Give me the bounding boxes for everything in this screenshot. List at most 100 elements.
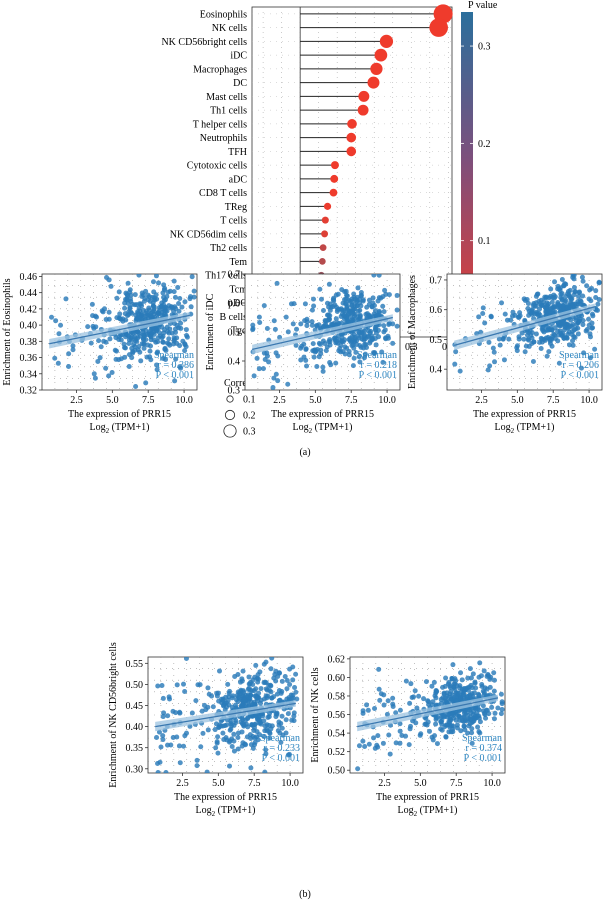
- data-point: [213, 721, 219, 727]
- data-point: [100, 309, 106, 315]
- data-point: [97, 355, 103, 361]
- data-point: [291, 301, 297, 307]
- data-point: [567, 305, 573, 311]
- data-point: [496, 336, 502, 342]
- data-point: [227, 688, 233, 694]
- x-axis-label-log: Log: [196, 805, 212, 816]
- data-point: [141, 345, 147, 351]
- data-point: [342, 308, 348, 314]
- data-point: [176, 301, 182, 307]
- data-point: [266, 722, 272, 728]
- data-point: [327, 359, 333, 365]
- data-point: [387, 751, 393, 757]
- data-point: [63, 296, 69, 302]
- data-point: [462, 727, 468, 733]
- category-label: TReg: [225, 202, 247, 213]
- data-point: [108, 283, 114, 289]
- data-point: [326, 304, 332, 310]
- y-tick-label: 0.38: [20, 337, 38, 348]
- data-point: [135, 329, 141, 335]
- data-point: [233, 720, 239, 726]
- data-point: [309, 307, 315, 313]
- data-point: [70, 343, 76, 349]
- data-point: [275, 728, 281, 734]
- data-point: [183, 327, 189, 333]
- data-point: [89, 301, 95, 307]
- data-point: [333, 292, 339, 298]
- data-point: [253, 686, 259, 692]
- data-point: [371, 274, 377, 278]
- data-point: [492, 677, 498, 683]
- data-point: [552, 279, 558, 285]
- data-point: [311, 354, 317, 360]
- data-point: [240, 717, 246, 723]
- data-point: [571, 292, 577, 298]
- data-point: [260, 366, 266, 372]
- data-point: [357, 312, 363, 318]
- data-point: [514, 348, 520, 354]
- data-point: [130, 330, 136, 336]
- x-axis-label: The expression of PRR15: [271, 409, 374, 420]
- data-point: [411, 694, 417, 700]
- data-point: [173, 356, 179, 362]
- data-point: [576, 294, 582, 300]
- data-point: [461, 692, 467, 698]
- data-point: [471, 715, 477, 721]
- data-point: [261, 733, 267, 739]
- data-point: [279, 713, 285, 719]
- data-point: [433, 721, 439, 727]
- data-point: [291, 713, 297, 719]
- data-point: [231, 748, 237, 754]
- data-point: [269, 657, 275, 661]
- category-label: pDC: [228, 298, 247, 309]
- data-point: [453, 349, 459, 355]
- data-point: [148, 343, 154, 349]
- data-point: [576, 290, 582, 296]
- data-point: [578, 365, 584, 371]
- data-point: [522, 349, 528, 355]
- data-point: [270, 385, 276, 390]
- data-point: [227, 763, 233, 769]
- data-point: [528, 332, 534, 338]
- data-point: [298, 357, 304, 363]
- data-point: [184, 333, 190, 339]
- data-point: [458, 670, 464, 676]
- stat-text: Spearman: [260, 733, 300, 744]
- stat-text: P < 0.001: [464, 753, 502, 764]
- y-tick-label: 0.30: [126, 764, 144, 775]
- data-point: [366, 328, 372, 334]
- data-point: [433, 695, 439, 701]
- data-point: [253, 662, 259, 668]
- category-label: Eosinophils: [200, 9, 247, 20]
- data-point: [480, 310, 486, 316]
- data-point: [293, 671, 299, 677]
- data-point: [309, 319, 315, 325]
- data-point: [153, 274, 159, 279]
- data-point: [469, 740, 475, 746]
- data-point: [293, 689, 299, 695]
- data-point: [467, 721, 473, 727]
- data-point: [290, 321, 296, 327]
- data-point: [444, 699, 450, 705]
- point-T helper cells: [347, 119, 357, 129]
- data-point: [459, 718, 465, 724]
- data-point: [159, 335, 165, 341]
- data-point: [151, 289, 157, 295]
- data-point: [476, 674, 482, 680]
- data-point: [311, 296, 317, 302]
- data-point: [320, 338, 326, 344]
- data-point: [575, 331, 581, 337]
- data-point: [356, 330, 362, 336]
- y-tick-label: 0.7: [228, 270, 241, 281]
- data-point: [492, 710, 498, 716]
- data-point: [588, 298, 594, 304]
- x-axis-label-2: Log2 (TPM+1): [90, 422, 150, 435]
- data-point: [90, 313, 96, 319]
- data-point: [454, 690, 460, 696]
- data-point: [174, 734, 180, 740]
- data-point: [590, 313, 596, 319]
- data-point: [271, 375, 277, 381]
- data-point: [595, 301, 601, 307]
- y-axis-label: Enrichment of NK CD56bright cells: [108, 642, 119, 788]
- data-point: [262, 728, 268, 734]
